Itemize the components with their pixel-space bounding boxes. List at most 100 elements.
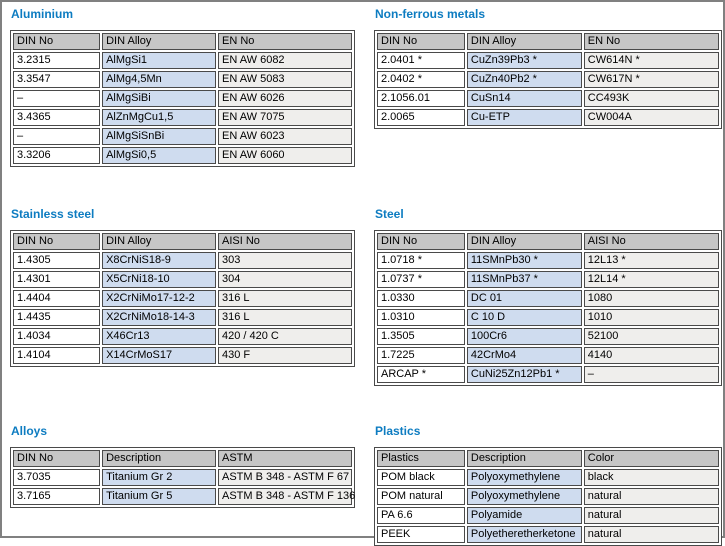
table-cell: natural	[583, 507, 719, 524]
table-row: 1.0330 DC 01 1080	[377, 290, 719, 307]
column-header: Description	[466, 450, 582, 467]
table-row: – AlMgSiSnBi EN AW 6023	[13, 128, 352, 145]
header-row: DIN No DIN Alloy EN No	[13, 33, 352, 50]
table-cell: 3.7035	[13, 469, 101, 486]
table-cell: 52100	[583, 328, 719, 345]
table-cell: 3.4365	[13, 109, 101, 126]
column-header: DIN Alloy	[102, 233, 216, 250]
table-row: PEEK Polyetheretherketone natural	[377, 526, 719, 543]
table-cell: natural	[583, 526, 719, 543]
table-row: 1.4305 X8CrNiS18-9 303	[13, 252, 352, 269]
table-cell: 316 L	[217, 309, 352, 326]
section-title-alloys: Alloys	[11, 424, 48, 438]
column-header: ASTM	[217, 450, 352, 467]
table-cell: CuSn14	[466, 90, 582, 107]
section-title-plastics: Plastics	[375, 424, 421, 438]
table-cell: X2CrNiMo17-12-2	[102, 290, 216, 307]
section-title-aluminium: Aluminium	[11, 7, 73, 21]
table-cell: X5CrNi18-10	[102, 271, 216, 288]
table-cell: 1.0330	[377, 290, 465, 307]
column-header: DIN Alloy	[102, 33, 216, 50]
table-cell: 2.0065	[377, 109, 465, 126]
table-row: 3.3547 AlMg4,5Mn EN AW 5083	[13, 71, 352, 88]
table-cell: EN AW 7075	[217, 109, 352, 126]
table-cell: 2.1056.01	[377, 90, 465, 107]
header-row: Plastics Description Color	[377, 450, 719, 467]
table-cell: EN AW 6026	[217, 90, 352, 107]
table-cell: Cu-ETP	[466, 109, 582, 126]
non-ferrous-metals-table: DIN No DIN Alloy EN No 2.0401 * CuZn39Pb3 * C…	[374, 30, 722, 129]
section-alloys: Alloys DIN No Description ASTM 3.7035 Titani…	[10, 424, 355, 508]
table-cell: AlZnMgCu1,5	[102, 109, 216, 126]
column-header: AISI No	[217, 233, 352, 250]
table-cell: 1010	[583, 309, 719, 326]
table-cell: natural	[583, 488, 719, 505]
section-steel: Steel DIN No DIN Alloy AISI No 1.0718 * 11SM…	[374, 207, 722, 386]
table-row: 1.0718 * 11SMnPb30 * 12L13 *	[377, 252, 719, 269]
table-cell: 3.7165	[13, 488, 101, 505]
table-row: 3.7165 Titanium Gr 5 ASTM B 348 - ASTM F 1…	[13, 488, 355, 505]
table-cell: 1.0310	[377, 309, 465, 326]
table-cell: POM black	[377, 469, 465, 486]
table-cell: 1.4404	[13, 290, 101, 307]
section-aluminium: Aluminium DIN No DIN Alloy EN No 3.2315 AlMg…	[10, 7, 355, 167]
header-row: DIN No DIN Alloy AISI No	[13, 233, 352, 250]
column-header: DIN No	[377, 233, 465, 250]
section-title-stainless-steel: Stainless steel	[11, 207, 95, 221]
stainless-steel-table: DIN No DIN Alloy AISI No 1.4305 X8CrNiS18-9 3…	[10, 230, 355, 367]
section-title-steel: Steel	[375, 207, 404, 221]
table-cell: AlMgSi0,5	[102, 147, 216, 164]
steel-table: DIN No DIN Alloy AISI No 1.0718 * 11SMnPb30 …	[374, 230, 722, 386]
table-row: 1.4435 X2CrNiMo18-14-3 316 L	[13, 309, 352, 326]
table-cell: EN AW 6082	[217, 52, 352, 69]
table-row: 2.0401 * CuZn39Pb3 * CW614N *	[377, 52, 719, 69]
table-cell: 12L14 *	[583, 271, 719, 288]
table-cell: PEEK	[377, 526, 465, 543]
column-header: Plastics	[377, 450, 465, 467]
table-row: 1.4301 X5CrNi18-10 304	[13, 271, 352, 288]
section-stainless-steel: Stainless steel DIN No DIN Alloy AISI No 1.…	[10, 207, 355, 367]
header-row: DIN No DIN Alloy EN No	[377, 33, 719, 50]
table-row: 3.3206 AlMgSi0,5 EN AW 6060	[13, 147, 352, 164]
table-cell: 11SMnPb37 *	[466, 271, 582, 288]
table-row: 3.7035 Titanium Gr 2 ASTM B 348 - ASTM F 6…	[13, 469, 352, 486]
table-cell: 1080	[583, 290, 719, 307]
table-cell: AlMgSiBi	[102, 90, 216, 107]
table-cell: 303	[217, 252, 352, 269]
table-row: 1.4034 X46Cr13 420 / 420 C	[13, 328, 352, 345]
section-plastics: Plastics Plastics Description Color POM bla…	[374, 424, 722, 546]
column-header: EN No	[583, 33, 719, 50]
column-header: DIN No	[13, 33, 101, 50]
table-row: 2.1056.01 CuSn14 CC493K	[377, 90, 719, 107]
table-row: POM black Polyoxymethylene black	[377, 469, 719, 486]
plastics-table: Plastics Description Color POM black Polyoxy…	[374, 447, 722, 546]
table-cell: ASTM B 348 - ASTM F 136	[217, 488, 355, 505]
table-row: 1.4404 X2CrNiMo17-12-2 316 L	[13, 290, 352, 307]
table-cell: AlMgSi1	[102, 52, 216, 69]
table-row: 1.7225 42CrMo4 4140	[377, 347, 719, 364]
column-header: DIN No	[13, 233, 101, 250]
table-cell: PA 6.6	[377, 507, 465, 524]
table-cell: Polyoxymethylene	[466, 488, 582, 505]
table-cell: 1.4034	[13, 328, 101, 345]
table-row: 2.0402 * CuZn40Pb2 * CW617N *	[377, 71, 719, 88]
table-cell: 316 L	[217, 290, 352, 307]
header-row: DIN No DIN Alloy AISI No	[377, 233, 719, 250]
table-cell: 1.4104	[13, 347, 101, 364]
column-header: Color	[583, 450, 719, 467]
table-cell: CuNi25Zn12Pb1 *	[466, 366, 582, 383]
table-cell: –	[13, 128, 101, 145]
alloys-table: DIN No Description ASTM 3.7035 Titanium Gr 2…	[10, 447, 355, 508]
column-header: Description	[102, 450, 216, 467]
table-cell: C 10 D	[466, 309, 582, 326]
table-cell: Titanium Gr 2	[102, 469, 216, 486]
table-cell: 100Cr6	[466, 328, 582, 345]
table-row: 3.4365 AlZnMgCu1,5 EN AW 7075	[13, 109, 352, 126]
table-cell: X14CrMoS17	[102, 347, 216, 364]
table-cell: X46Cr13	[102, 328, 216, 345]
table-cell: 4140	[583, 347, 719, 364]
header-row: DIN No Description ASTM	[13, 450, 352, 467]
table-cell: ARCAP *	[377, 366, 465, 383]
table-row: 2.0065 Cu-ETP CW004A	[377, 109, 719, 126]
column-header: EN No	[217, 33, 352, 50]
